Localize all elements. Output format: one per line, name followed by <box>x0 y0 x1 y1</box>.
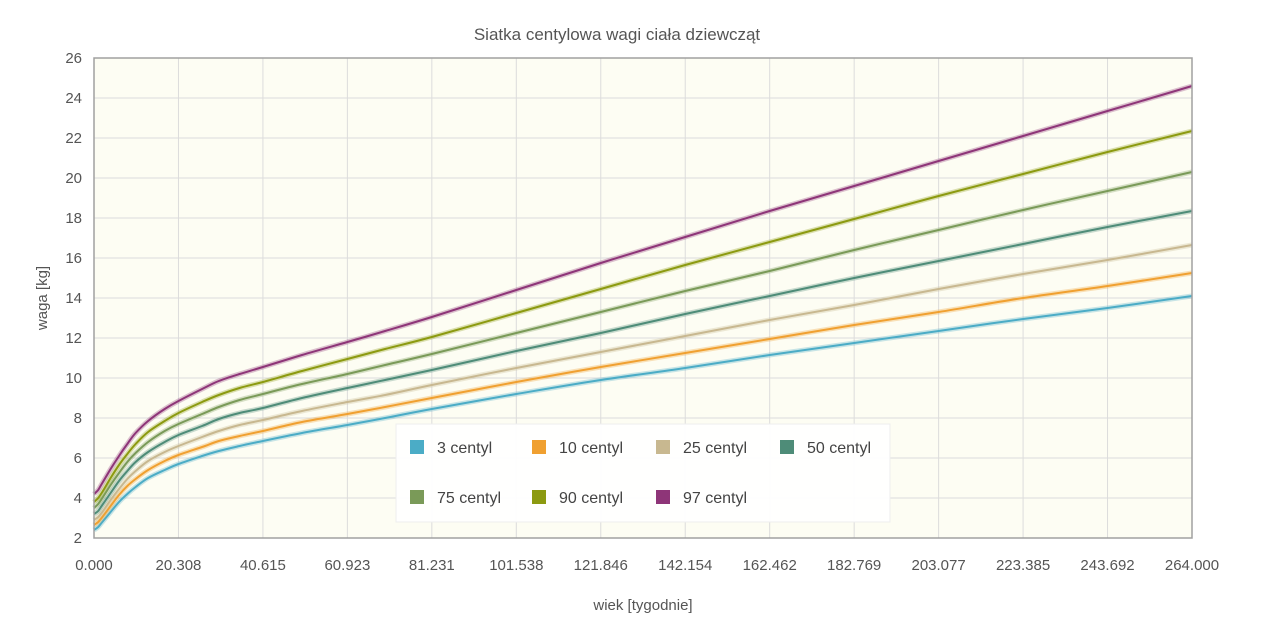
legend-label: 50 centyl <box>807 440 871 457</box>
x-tick-label: 162.462 <box>743 557 797 574</box>
legend-box <box>395 423 891 523</box>
y-tick-label: 20 <box>65 170 82 187</box>
legend-label: 97 centyl <box>683 490 747 507</box>
y-tick-label: 18 <box>65 210 82 227</box>
y-tick-label: 4 <box>74 490 82 507</box>
tick-labels: 0.000 20.308 40.615 60.923 81.231 101.538 121.… <box>65 50 1219 574</box>
series-line-4 <box>93 171 1193 509</box>
x-tick-label: 223.385 <box>996 557 1050 574</box>
y-tick-label: 2 <box>74 530 82 547</box>
x-axis-label: wiek [tygodnie] <box>592 597 692 614</box>
legend-label: 3 centyl <box>437 440 492 457</box>
series-line-1 <box>93 272 1193 526</box>
x-tick-label: 40.615 <box>240 557 286 574</box>
legend-label: 10 centyl <box>559 440 623 457</box>
x-tick-label: 20.308 <box>156 557 202 574</box>
series-line-6 <box>93 85 1193 495</box>
legend-swatch <box>780 440 794 454</box>
series-line-3 <box>93 210 1193 515</box>
y-axis-label: waga [kg] <box>34 266 51 331</box>
y-tick-label: 14 <box>65 290 82 307</box>
y-tick-label: 24 <box>65 90 82 107</box>
y-tick-label: 8 <box>74 410 82 427</box>
x-tick-label: 182.769 <box>827 557 881 574</box>
x-tick-label: 101.538 <box>489 557 543 574</box>
legend-swatch <box>656 490 670 504</box>
y-tick-label: 22 <box>65 130 82 147</box>
y-tick-label: 12 <box>65 330 82 347</box>
x-tick-label: 243.692 <box>1080 557 1134 574</box>
legend-swatch <box>410 440 424 454</box>
legend-swatch <box>656 440 670 454</box>
series-line-0 <box>93 295 1193 531</box>
x-tick-label: 264.000 <box>1165 557 1219 574</box>
y-tick-label: 10 <box>65 370 82 387</box>
y-tick-label: 6 <box>74 450 82 467</box>
x-tick-label: 121.846 <box>574 557 628 574</box>
x-tick-label: 60.923 <box>324 557 370 574</box>
series-lines <box>92 83 1193 533</box>
chart-title: Siatka centylowa wagi ciała dziewcząt <box>474 25 761 44</box>
x-tick-label: 203.077 <box>911 557 965 574</box>
y-tick-label: 16 <box>65 250 82 267</box>
legend-swatch <box>410 490 424 504</box>
legend-label: 25 centyl <box>683 440 747 457</box>
legend-label: 90 centyl <box>559 490 623 507</box>
y-tick-label: 26 <box>65 50 82 67</box>
legend: 3 centyl 10 centyl 25 centyl 50 centyl 75 ce… <box>395 423 891 523</box>
series-line-5 <box>93 130 1193 503</box>
x-tick-label: 81.231 <box>409 557 455 574</box>
x-tick-label: 142.154 <box>658 557 712 574</box>
legend-swatch <box>532 490 546 504</box>
legend-swatch <box>532 440 546 454</box>
legend-label: 75 centyl <box>437 490 501 507</box>
plot-border <box>93 57 1193 539</box>
series-line-2 <box>93 244 1193 521</box>
x-tick-label: 0.000 <box>75 557 113 574</box>
